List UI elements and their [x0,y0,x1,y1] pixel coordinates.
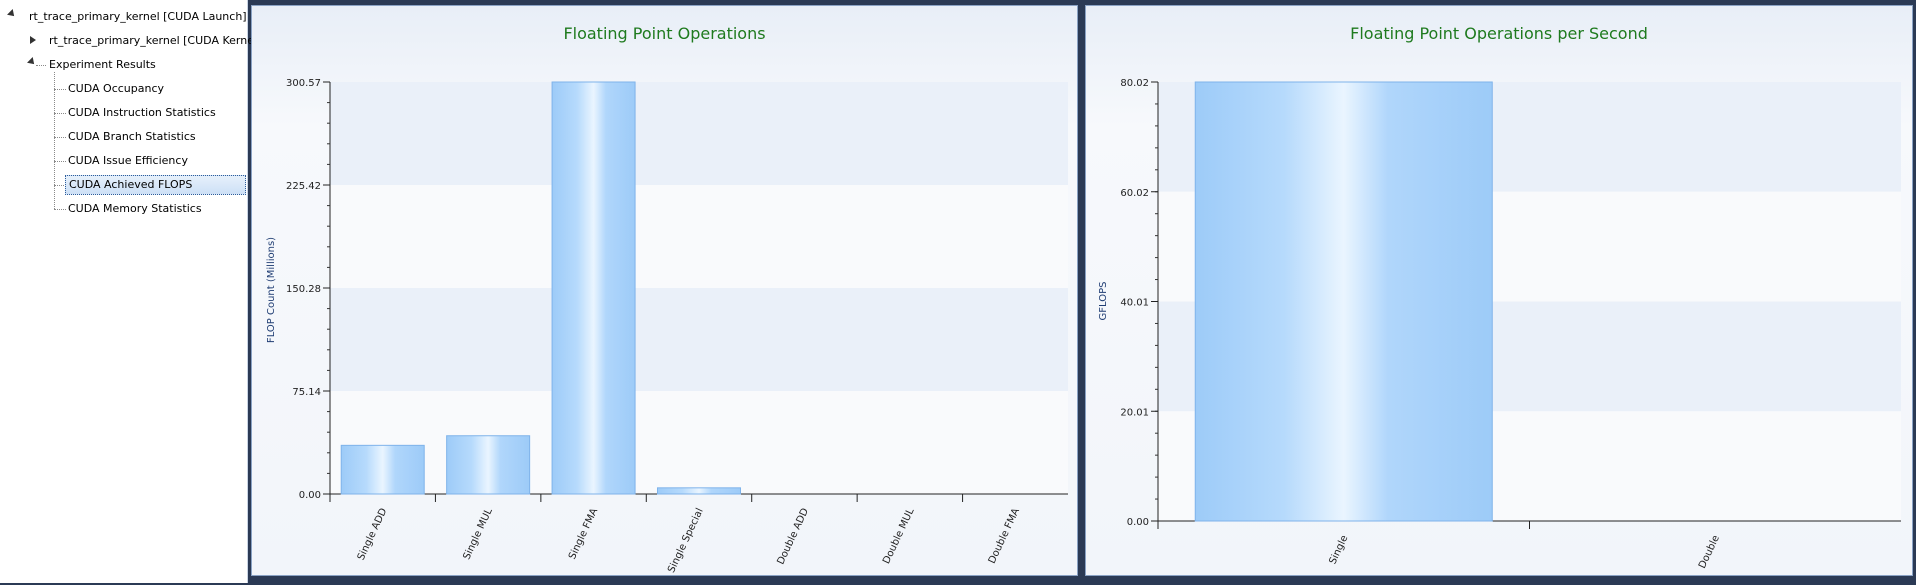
x-tick-label: Double [1697,534,1722,571]
bar-single-special [657,487,741,495]
bar-single-fma [551,81,636,495]
grid-band [330,288,1068,391]
y-tick-label: 300.57 [286,78,321,89]
grid-band [330,185,1068,288]
y-tick-label: 40.01 [1120,298,1149,309]
x-tick-label: Single FMA [567,506,600,561]
y-tick-label: 80.02 [1120,78,1149,89]
tree-item-label: rt_trace_primary_kernel [CUDA Launch] [29,10,247,23]
y-tick-label: 60.02 [1120,188,1149,199]
x-tick-label: Single Special [666,507,706,575]
y-axis-label: GFLOPS [1098,282,1109,321]
flop-count-chart-panel: Floating Point Operations 0.00 75.14 150.2… [251,5,1078,576]
chart-title: Floating Point Operations [563,24,766,43]
y-tick-label: 75.14 [292,387,321,398]
x-tick-label: Double FMA [987,506,1022,565]
expand-arrow-icon[interactable] [30,36,36,44]
grid-band [330,82,1068,185]
chart-title: Floating Point Operations per Second [1350,24,1648,43]
x-tick-label: Single [1328,534,1351,567]
x-tick-label: Single MUL [461,506,495,561]
y-tick-label: 0.00 [1127,517,1149,528]
experiment-tree: rt_trace_primary_kernel [CUDA Launch] rt… [0,0,261,583]
x-tick-label: Double MUL [881,506,917,566]
x-tick-label: Single ADD [356,506,390,562]
tree-item-label: CUDA Instruction Statistics [68,106,216,119]
bar-single-mul [446,435,531,495]
x-tick-label: Double ADD [775,506,811,566]
grid-band [330,391,1068,494]
bar-single-add [340,444,425,495]
y-tick-label: 150.28 [286,284,321,295]
flop-count-chart: 0.00 75.14 150.28 225.42 300.57 FLOP Count (M… [266,78,1068,575]
gflops-chart: 0.00 20.01 40.01 60.02 80.02 GFLOPS Single Doub… [1098,78,1901,571]
tree-item-label: CUDA Achieved FLOPS [65,175,246,195]
tree-item-label: rt_trace_primary_kernel [CUDA Kernel] [49,34,262,47]
bar-single [1194,81,1493,522]
y-axis-label: FLOP Count (Millions) [266,237,277,343]
tree-item-label: CUDA Memory Statistics [68,202,202,215]
tree-item-label: CUDA Occupancy [68,82,165,95]
tree-item-label: CUDA Branch Statistics [68,130,196,143]
y-tick-label: 0.00 [299,490,321,501]
tree-item-label: CUDA Issue Efficiency [68,154,188,167]
collapse-arrow-icon[interactable] [7,9,17,19]
y-tick-label: 225.42 [286,181,321,192]
y-tick-label: 20.01 [1120,407,1149,418]
tree-item-label: Experiment Results [49,58,156,71]
flops-per-second-chart-panel: Floating Point Operations per Second 0.0… [1085,5,1913,576]
